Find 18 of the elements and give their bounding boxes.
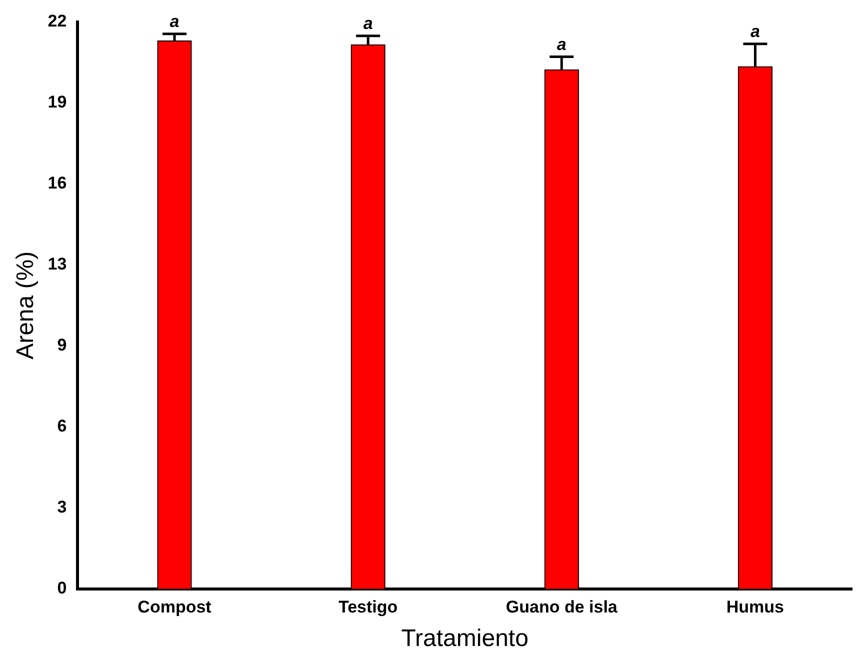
y-tick-label: 0	[57, 578, 67, 598]
annotation: a	[556, 34, 566, 54]
annotation: a	[363, 14, 373, 34]
annotation: a	[750, 22, 760, 42]
y-tick-label: 16	[48, 174, 67, 193]
annotation: a	[170, 12, 180, 32]
x-tick-label: Humus	[726, 598, 784, 617]
y-axis-title: Arena (%)	[12, 251, 40, 360]
y-tick-label: 19	[48, 92, 67, 112]
y-tick-label: 3	[57, 498, 67, 517]
x-tick-label: Testigo	[338, 598, 398, 617]
x-axis-title: Tratamiento	[401, 625, 528, 652]
y-tick-label: 9	[57, 336, 67, 355]
x-tick-label: Guano de isla	[506, 598, 618, 617]
x-tick-label: Compost	[138, 598, 212, 617]
y-tick-label: 13	[48, 254, 67, 274]
y-tick-label: 6	[57, 416, 67, 436]
y-tick-label: 22	[48, 12, 67, 31]
